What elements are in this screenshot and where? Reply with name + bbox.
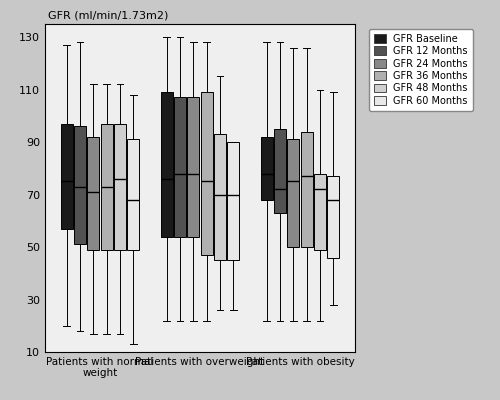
PathPatch shape — [201, 92, 212, 255]
PathPatch shape — [114, 124, 126, 250]
PathPatch shape — [161, 92, 172, 236]
PathPatch shape — [328, 176, 339, 258]
PathPatch shape — [61, 124, 72, 229]
PathPatch shape — [188, 98, 199, 236]
PathPatch shape — [101, 124, 112, 250]
PathPatch shape — [301, 132, 312, 247]
PathPatch shape — [214, 134, 226, 260]
PathPatch shape — [274, 129, 286, 213]
Legend: GFR Baseline, GFR 12 Months, GFR 24 Months, GFR 36 Months, GFR 48 Months, GFR 60: GFR Baseline, GFR 12 Months, GFR 24 Mont… — [369, 29, 473, 111]
PathPatch shape — [228, 142, 239, 260]
PathPatch shape — [314, 174, 326, 250]
PathPatch shape — [74, 126, 86, 244]
PathPatch shape — [261, 137, 272, 200]
PathPatch shape — [174, 98, 186, 236]
PathPatch shape — [88, 137, 99, 250]
PathPatch shape — [288, 140, 299, 247]
PathPatch shape — [128, 140, 139, 250]
Text: GFR (ml/min/1.73m2): GFR (ml/min/1.73m2) — [48, 11, 168, 21]
